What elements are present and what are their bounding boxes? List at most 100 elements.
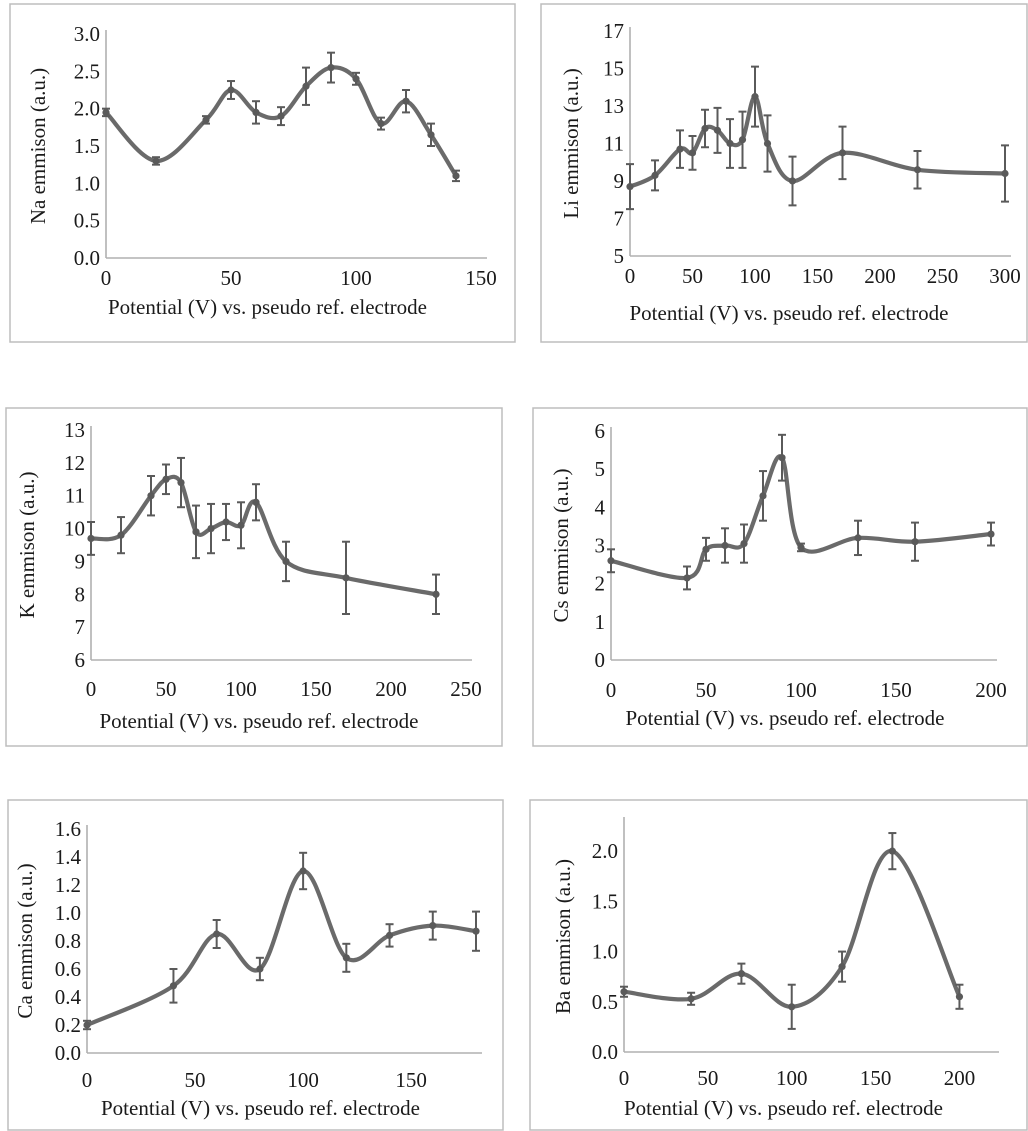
y-tick-label: 1.5 [74, 134, 100, 158]
y-tick-label: 9 [75, 549, 86, 573]
data-point [683, 574, 691, 582]
data-point [788, 1003, 796, 1011]
data-point [620, 988, 628, 996]
data-point [1001, 169, 1009, 178]
data-point [738, 136, 747, 144]
data-point [152, 157, 160, 165]
data-point [778, 454, 786, 462]
x-axis-title: Potential (V) vs. pseudo ref. electrode [626, 706, 945, 730]
x-tick-label: 150 [802, 264, 834, 288]
y-tick-label: 5 [614, 244, 625, 268]
y-axis-title: Na emmison (a.u.) [26, 68, 50, 224]
data-point [797, 543, 805, 552]
y-tick-label: 13 [64, 418, 85, 442]
data-point [838, 149, 847, 157]
y-tick-label: 0.2 [55, 1013, 81, 1037]
data-point [192, 528, 200, 536]
x-tick-label: 150 [300, 677, 332, 701]
y-tick-label: 0.4 [55, 985, 82, 1009]
y-tick-label: 3.0 [74, 22, 100, 46]
panel-frame [5, 407, 503, 747]
data-point [676, 145, 684, 153]
x-axis-title: Potential (V) vs. pseudo ref. electrode [108, 295, 427, 319]
x-tick-label: 100 [776, 1066, 808, 1090]
series-line [84, 868, 479, 1028]
data-point [751, 93, 759, 101]
y-tick-label: 4 [595, 495, 606, 519]
y-tick-label: 6 [595, 419, 606, 443]
data-point [227, 86, 235, 94]
data-point [838, 963, 846, 971]
data-point [713, 126, 722, 134]
data-point [854, 534, 862, 542]
data-point [911, 538, 919, 546]
x-tick-label: 50 [185, 1068, 206, 1092]
data-point [252, 108, 260, 116]
data-point [162, 475, 170, 483]
data-point [207, 524, 215, 533]
x-tick-label: 50 [697, 1066, 718, 1090]
y-tick-label: 1.6 [55, 817, 81, 841]
y-tick-label: 11 [604, 132, 624, 156]
y-tick-label: 1 [595, 610, 606, 634]
chart-panel-na: 0.0 0.5 1.0 1.5 2.0 2.5 3.0 0 50 100 150 Potential … [9, 3, 516, 343]
data-point [102, 108, 110, 116]
data-point [87, 534, 95, 543]
data-point [277, 112, 285, 120]
y-tick-label: 0.0 [592, 1040, 618, 1064]
data-point [385, 931, 394, 940]
y-tick-label: 0 [595, 648, 606, 672]
data-point [626, 183, 634, 191]
data-point [651, 171, 659, 179]
data-point [759, 492, 767, 500]
y-axis-title: K emmison (a.u.) [15, 472, 39, 619]
y-tick-label: 12 [64, 451, 85, 475]
x-tick-label: 250 [927, 264, 959, 288]
panel-frame [529, 799, 1028, 1131]
y-tick-label: 0.5 [592, 990, 618, 1014]
data-point [432, 590, 440, 598]
y-tick-label: 0.5 [74, 209, 100, 233]
x-tick-label: 200 [864, 264, 896, 288]
x-axis-title: Potential (V) vs. pseudo ref. electrode [630, 301, 949, 325]
y-tick-label: 3 [595, 534, 606, 558]
data-point [429, 922, 437, 930]
panel-frame [9, 3, 516, 343]
data-point [763, 139, 772, 148]
data-point [252, 498, 260, 506]
data-point [117, 531, 125, 539]
data-point [327, 64, 335, 72]
data-point [342, 954, 350, 962]
data-point [888, 847, 896, 855]
data-point [788, 177, 797, 185]
data-point [402, 97, 410, 105]
y-tick-label: 1.4 [55, 845, 82, 869]
chart-panel-ca: 0.0 0.2 0.4 0.6 0.8 1.0 1.2 1.4 1.6 0 50 100 150 Pote… [7, 799, 504, 1131]
data-point [452, 172, 460, 180]
x-tick-label: 0 [86, 677, 97, 701]
y-tick-label: 11 [65, 484, 85, 508]
y-tick-label: 2 [595, 572, 606, 596]
y-tick-label: 13 [603, 94, 624, 118]
y-tick-label: 5 [595, 457, 606, 481]
data-point [282, 557, 290, 566]
y-tick-label: 15 [603, 57, 624, 81]
y-tick-label: 1.0 [592, 940, 618, 964]
data-point [702, 545, 710, 553]
chart-panel-k: 6 7 8 9 10 11 12 13 0 50 100 150 200 250 Potential (V)… [5, 407, 503, 747]
chart-panel-cs: 0 1 2 3 4 5 6 0 50 100 150 200 Potential (V) vs. pse… [532, 407, 1028, 747]
data-point [737, 970, 746, 978]
data-point [721, 541, 729, 550]
data-point [726, 139, 734, 148]
data-point [299, 867, 307, 875]
x-axis-title: Potential (V) vs. pseudo ref. electrode [101, 1096, 420, 1120]
y-tick-label: 2.0 [74, 97, 100, 121]
data-point [237, 521, 245, 529]
x-tick-label: 0 [82, 1068, 93, 1092]
x-tick-label: 0 [619, 1066, 630, 1090]
x-tick-label: 0 [625, 264, 636, 288]
y-tick-label: 10 [64, 517, 85, 541]
x-axis-title: Potential (V) vs. pseudo ref. electrode [100, 709, 419, 733]
x-tick-label: 50 [156, 677, 177, 701]
